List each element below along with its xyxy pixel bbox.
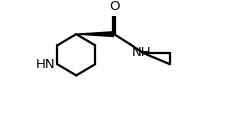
Polygon shape xyxy=(76,31,114,37)
Text: O: O xyxy=(109,0,119,13)
Text: HN: HN xyxy=(36,58,55,71)
Text: NH: NH xyxy=(132,46,152,59)
